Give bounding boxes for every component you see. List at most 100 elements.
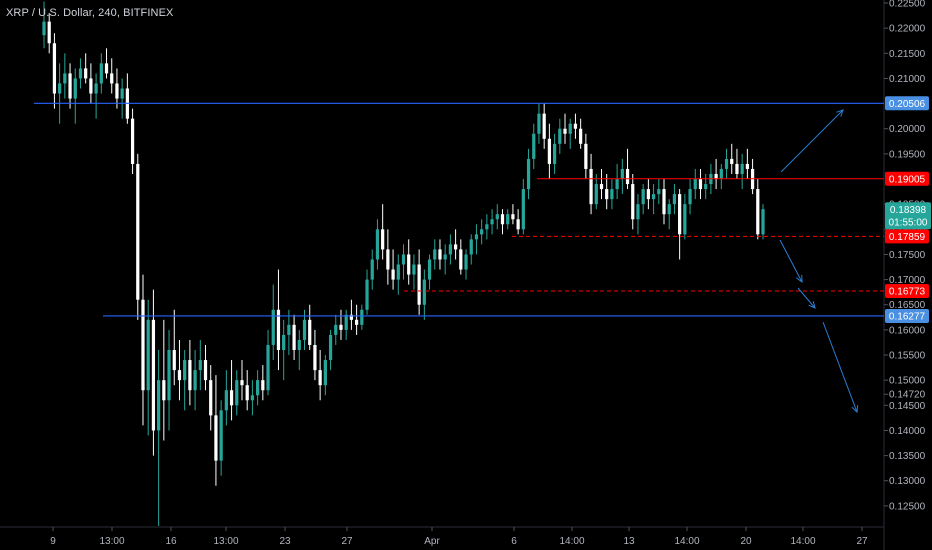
candle-body (631, 184, 635, 220)
y-tick-label: 0.14500 (889, 401, 926, 412)
candle-body (745, 163, 749, 169)
y-tick-label: 0.14720 (889, 390, 926, 401)
x-tick-label: 14:00 (790, 536, 815, 547)
candle-body (375, 229, 380, 260)
candle-body (240, 380, 244, 386)
candle-body (683, 204, 687, 235)
x-tick-label: 14:00 (559, 536, 584, 547)
candle-body (724, 158, 729, 169)
candle-body (334, 324, 338, 335)
candle-body (740, 163, 744, 174)
candle-body (396, 264, 400, 280)
candle-body (224, 390, 228, 411)
last-price-label: 0.18398 (890, 205, 927, 216)
arrow-down-1[interactable] (779, 239, 803, 283)
red-level-tag (885, 229, 929, 244)
candle-body (167, 349, 171, 401)
candle-body (63, 73, 67, 84)
x-tick-label: 13:00 (99, 536, 124, 547)
candle-body (756, 189, 760, 235)
candle-body (730, 158, 734, 164)
arrow-down-3[interactable] (822, 321, 858, 413)
candle-body (735, 163, 739, 174)
x-tick-label: Apr (424, 536, 440, 547)
candle-body (568, 123, 572, 134)
candle-body (235, 380, 239, 406)
arrow-down-3-head (851, 404, 859, 414)
candle-body (615, 179, 619, 190)
y-tick-label: 0.16500 (889, 300, 926, 311)
candle-body (188, 360, 192, 391)
candle-body (214, 415, 218, 461)
candle-body (401, 254, 406, 265)
candle-body (719, 168, 723, 180)
red-level-tag (885, 284, 929, 299)
candle-body (672, 194, 677, 205)
arrow-up-target[interactable] (780, 109, 844, 173)
candle-body (558, 128, 562, 144)
candle-body (485, 224, 489, 230)
candle-body (563, 128, 567, 134)
last-price-tag (885, 202, 931, 230)
candle-body (516, 219, 520, 230)
candle-body (490, 219, 494, 225)
candle-body (120, 88, 124, 99)
arrow-down-2[interactable] (797, 287, 816, 309)
arrow-down-1-head (796, 274, 803, 284)
candle-body (198, 360, 202, 371)
candle-body (646, 189, 650, 200)
candle-body (276, 309, 281, 350)
candle-body (704, 184, 708, 190)
red-level-tag (885, 171, 929, 186)
red-level-tag-label: 0.16773 (889, 287, 926, 298)
candle-body (511, 214, 515, 220)
candle-body (292, 324, 296, 350)
y-tick-label: 0.17500 (889, 250, 926, 261)
red-level-tag-label: 0.19005 (889, 174, 926, 185)
candle-body (610, 189, 614, 200)
candle-body (162, 380, 166, 401)
candle-body (448, 244, 453, 255)
candle-body (417, 264, 421, 305)
candle-body (73, 78, 77, 99)
candle-body (104, 63, 109, 74)
candle-body (250, 395, 255, 401)
candle-body (360, 309, 364, 325)
candle-body (219, 410, 223, 461)
candle-body (42, 21, 46, 36)
candle-body (323, 360, 327, 386)
candle-body (302, 319, 307, 340)
candle-body (183, 360, 187, 381)
candle-body (532, 133, 536, 159)
candle-body (130, 118, 135, 164)
candle-body (469, 239, 473, 255)
blue-level-tag-label: 0.16277 (889, 311, 926, 322)
candle-body (209, 380, 213, 416)
x-tick-label: 23 (279, 536, 291, 547)
symbol-title: XRP / U.S. Dollar, 240, BITFINEX (6, 7, 174, 19)
candle-body (381, 229, 385, 250)
arrow-down-2-head (808, 301, 816, 309)
y-tick-label: 0.17000 (889, 275, 926, 286)
candle-body (287, 324, 291, 335)
blue-level-tag (885, 308, 929, 323)
candle-body (579, 128, 583, 144)
candle-body (453, 244, 458, 250)
blue-level-tag-label: 0.20506 (889, 99, 926, 110)
candle-body (464, 254, 468, 270)
candle-body (151, 319, 156, 431)
candle-body (495, 214, 499, 220)
x-tick-label: 27 (341, 536, 353, 547)
candle-body (542, 113, 546, 139)
candle-body (344, 314, 348, 330)
candle-body (365, 279, 369, 310)
arrow-up-target-head (836, 109, 844, 117)
candle-body (78, 68, 83, 79)
candle-body (506, 214, 510, 225)
candle-body (146, 319, 150, 391)
candle-body (58, 83, 62, 94)
y-tick-label: 0.21500 (889, 49, 926, 60)
red-level-tag-label: 0.17859 (889, 232, 926, 243)
